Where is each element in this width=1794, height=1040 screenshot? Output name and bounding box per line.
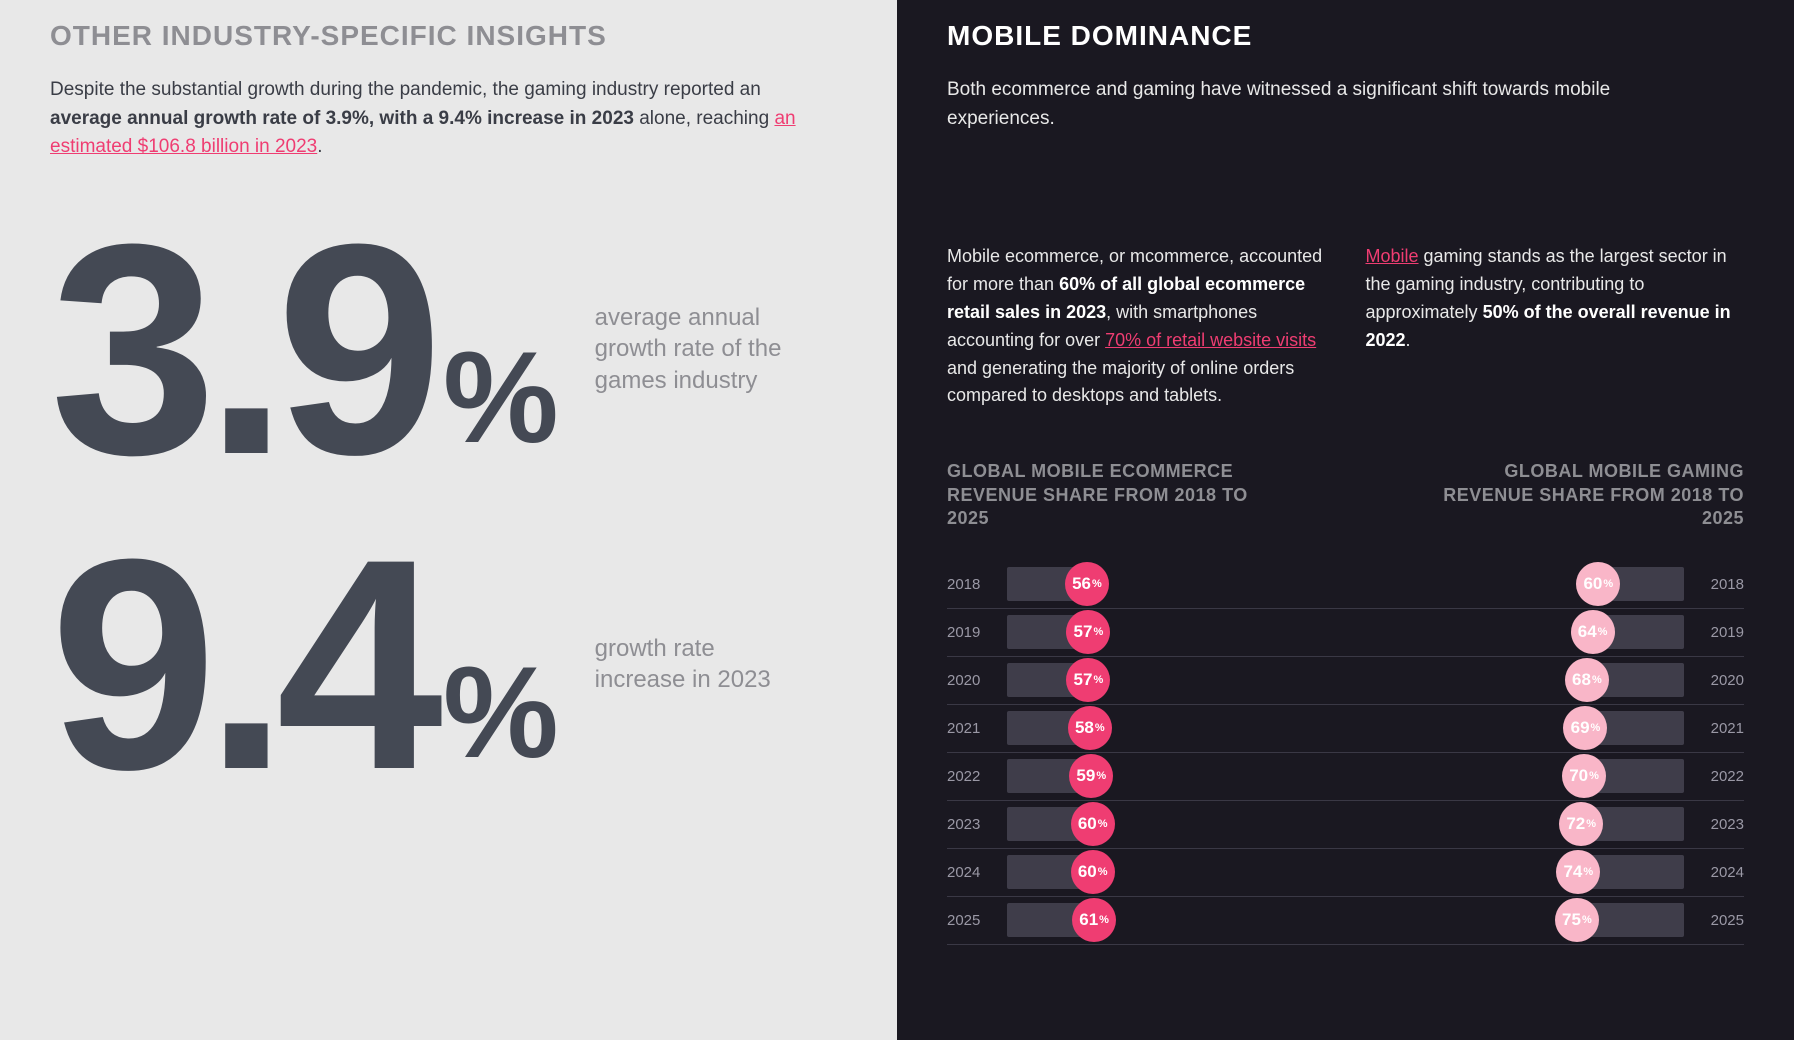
year-label-left: 2020: [947, 672, 997, 689]
intro-text-post: .: [317, 136, 322, 157]
stat-row-1: 3.9 % average annual growth rate of the …: [50, 222, 847, 477]
year-label-right: 2021: [1694, 720, 1744, 737]
bar-track: 60%72%: [1007, 807, 1684, 841]
right-section-title: MOBILE DOMINANCE: [947, 20, 1744, 52]
stat2-value: 9.4: [50, 537, 431, 792]
bubble-left: 59%: [1069, 754, 1113, 798]
bar-track: 57%68%: [1007, 663, 1684, 697]
bubble-left: 60%: [1071, 850, 1115, 894]
bubble-left: 57%: [1066, 610, 1110, 654]
year-label-left: 2024: [947, 864, 997, 881]
column-2: Mobile gaming stands as the largest sect…: [1366, 243, 1745, 410]
chart-row: 202259%70%2022: [947, 753, 1744, 801]
year-label-left: 2022: [947, 768, 997, 785]
right-intro: Both ecommerce and gaming have witnessed…: [947, 76, 1647, 133]
chart-titles: GLOBAL MOBILE ECOMMERCE REVENUE SHARE FR…: [947, 460, 1744, 530]
chart-row: 2021 58%69% 2021: [947, 705, 1744, 753]
stat1-number: 3.9 %: [50, 222, 555, 477]
intro-text-pre: Despite the substantial growth during th…: [50, 79, 761, 100]
bubble-left: 60%: [1071, 802, 1115, 846]
stat2-caption: growth rate increase in 2023: [595, 633, 795, 695]
bubble-left: 58%: [1068, 706, 1112, 750]
col1-post: and generating the majority of online or…: [947, 358, 1294, 406]
col1-link[interactable]: 70% of retail website visits: [1105, 330, 1316, 350]
year-label-right: 2023: [1694, 816, 1744, 833]
chart-row: 202057%68%2020: [947, 657, 1744, 705]
chart-rows: 201856%60%2018201957%64%2019202057%68%20…: [947, 561, 1744, 945]
chart-right-title: GLOBAL MOBILE GAMING REVENUE SHARE FROM …: [1424, 460, 1744, 530]
chart-left-title: GLOBAL MOBILE ECOMMERCE REVENUE SHARE FR…: [947, 460, 1267, 530]
bubble-right: 64%: [1571, 610, 1615, 654]
col2-pre-link[interactable]: Mobile: [1366, 246, 1419, 266]
year-label-right: 2018: [1694, 576, 1744, 593]
bar-track: 59%70%: [1007, 759, 1684, 793]
bubble-left: 56%: [1065, 562, 1109, 606]
stat1-pct: %: [443, 342, 555, 453]
bar-track: 60%74%: [1007, 855, 1684, 889]
year-label-right: 2024: [1694, 864, 1744, 881]
left-section-title: OTHER INDUSTRY-SPECIFIC INSIGHTS: [50, 20, 847, 52]
year-label-left: 2021: [947, 720, 997, 737]
year-label-right: 2025: [1694, 912, 1744, 929]
chart-row: 2024 60%74% 2024: [947, 849, 1744, 897]
year-label-right: 2019: [1694, 624, 1744, 641]
bar-track: 56%60%: [1007, 567, 1684, 601]
year-label-left: 2019: [947, 624, 997, 641]
intro-text-bold: average annual growth rate of 3.9%, with…: [50, 108, 634, 129]
bar-track: 57%64%: [1007, 615, 1684, 649]
left-panel: OTHER INDUSTRY-SPECIFIC INSIGHTS Despite…: [0, 0, 897, 1040]
year-label-right: 2022: [1694, 768, 1744, 785]
chart-row: 202561%75%2025: [947, 897, 1744, 945]
bubble-right: 70%: [1562, 754, 1606, 798]
bubble-left: 61%: [1072, 898, 1116, 942]
two-column-text: Mobile ecommerce, or mcommerce, accounte…: [947, 243, 1744, 410]
stat1-caption: average annual growth rate of the games …: [595, 302, 795, 396]
stat2-number: 9.4 %: [50, 537, 555, 792]
bubble-right: 75%: [1555, 898, 1599, 942]
stat1-value: 3.9: [50, 222, 431, 477]
chart-row: 2018 56%60% 2018: [947, 561, 1744, 609]
bubble-right: 72%: [1559, 802, 1603, 846]
year-label-right: 2020: [1694, 672, 1744, 689]
bubble-right: 68%: [1565, 658, 1609, 702]
col2-post: .: [1406, 330, 1411, 350]
right-panel: MOBILE DOMINANCE Both ecommerce and gami…: [897, 0, 1794, 1040]
stat-row-2: 9.4 % growth rate increase in 2023: [50, 537, 847, 792]
year-label-left: 2018: [947, 576, 997, 593]
intro-text-mid: alone, reaching: [634, 108, 775, 129]
column-1: Mobile ecommerce, or mcommerce, accounte…: [947, 243, 1326, 410]
left-intro: Despite the substantial growth during th…: [50, 76, 810, 162]
chart-row: 201957%64%2019: [947, 609, 1744, 657]
chart-row: 202360%72%2023: [947, 801, 1744, 849]
bar-track: 61%75%: [1007, 903, 1684, 937]
stat2-pct: %: [443, 657, 555, 768]
bar-track: 58%69%: [1007, 711, 1684, 745]
year-label-left: 2023: [947, 816, 997, 833]
year-label-left: 2025: [947, 912, 997, 929]
bubble-left: 57%: [1066, 658, 1110, 702]
